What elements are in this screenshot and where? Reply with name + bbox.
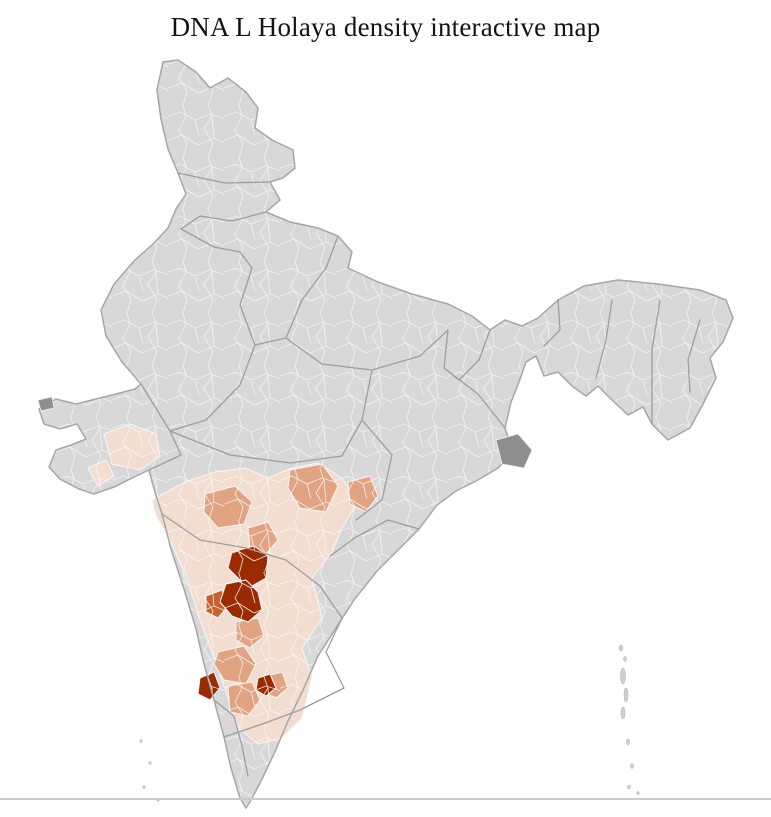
dense-west-tip-region[interactable] (37, 396, 55, 412)
page-title: DNA L Holaya density interactive map (170, 12, 601, 42)
lakshadweep-island (139, 739, 143, 743)
lakshadweep-island (148, 761, 152, 765)
andaman-island (620, 667, 626, 685)
lakshadweep-islands (139, 739, 160, 802)
state-boundaries-group (140, 172, 701, 777)
lakshadweep-island (142, 785, 146, 789)
nicobar-island (636, 791, 640, 795)
andaman-nicobar-islands (618, 644, 640, 795)
nicobar-island (626, 738, 630, 746)
nicobar-island (630, 763, 634, 769)
andaman-island (623, 656, 627, 662)
nicobar-island (627, 784, 631, 790)
andaman-island (620, 706, 626, 720)
andaman-island (623, 687, 629, 703)
bottom-divider (0, 798, 771, 800)
andaman-island (618, 644, 624, 652)
state-boundaries (140, 172, 701, 777)
dense-delta-region[interactable] (495, 433, 533, 469)
district-boundaries-overlay (39, 60, 733, 808)
